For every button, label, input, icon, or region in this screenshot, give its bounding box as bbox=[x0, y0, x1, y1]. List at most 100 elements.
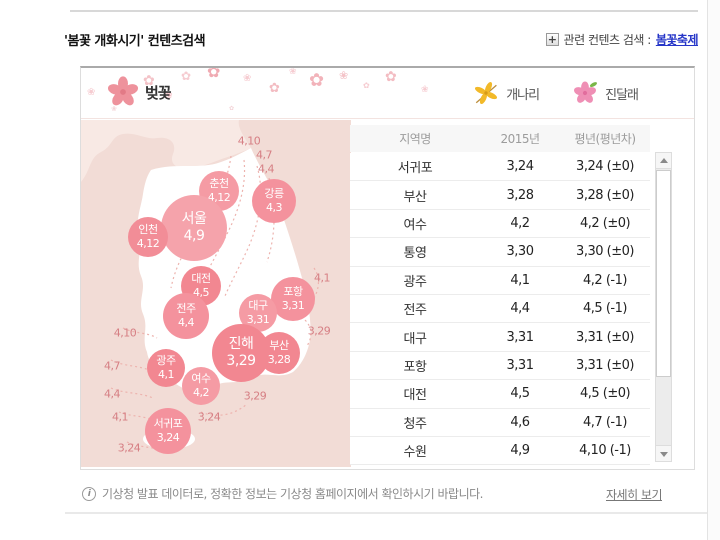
scroll-up-button[interactable] bbox=[656, 153, 671, 169]
petal-decoration: ❀ bbox=[243, 73, 252, 84]
map-city-marker: 전주 4,4 bbox=[163, 293, 209, 339]
table-row: 포항 3,31 3,31 (±0) bbox=[350, 351, 650, 381]
table-row: 수원 4,9 4,10 (-1) bbox=[350, 436, 650, 466]
plus-icon[interactable]: + bbox=[545, 33, 559, 46]
map-city-marker: 포항 3,31 bbox=[271, 277, 315, 321]
map-city-marker: 부산 3,28 bbox=[258, 332, 300, 374]
petal-decoration: ✿ bbox=[269, 81, 280, 96]
y2015-cell: 4,9 bbox=[510, 443, 530, 459]
table-row: 서귀포 3,24 3,24 (±0) bbox=[350, 153, 650, 182]
y2015-cell: 3,28 bbox=[506, 187, 534, 203]
normal-cell: 4,5 (±0) bbox=[579, 386, 631, 402]
tab-azalea[interactable]: 진달래 bbox=[571, 80, 639, 106]
petal-decoration: ❀ bbox=[339, 69, 349, 82]
table-row: 여수 4,2 4,2 (±0) bbox=[350, 209, 650, 239]
arrow-up-icon bbox=[660, 158, 668, 163]
petal-decoration: ✿ bbox=[181, 69, 192, 83]
y2015-cell: 4,6 bbox=[510, 414, 530, 430]
related-content-search: + 관련 컨텐츠 검색 : 봄꽃축제 bbox=[545, 31, 699, 48]
bottom-divider bbox=[65, 512, 707, 514]
petal-decoration: ✿ bbox=[363, 81, 370, 90]
normal-cell: 3,28 (±0) bbox=[576, 187, 634, 203]
col-normal: 평년(평년차) bbox=[574, 132, 636, 146]
table-row: 부산 3,28 3,28 (±0) bbox=[350, 181, 650, 210]
page-title: '봄꽃 개화시기' 컨텐츠검색 bbox=[64, 34, 206, 49]
y2015-cell: 3,30 bbox=[506, 244, 534, 260]
notice-text: 기상청 발표 데이터로, 정확한 정보는 기상청 홈페이지에서 확인하시기 바랍… bbox=[102, 487, 483, 501]
normal-cell: 3,31 (±0) bbox=[576, 357, 634, 373]
map-city-marker: 여수 4,2 bbox=[182, 367, 220, 405]
contour-date-label: 4,1 bbox=[112, 410, 129, 424]
table-header: 지역명 2015년 평년(평년차) bbox=[350, 125, 650, 152]
region-cell: 대전 bbox=[403, 388, 427, 404]
table-row: 광주 4,1 4,2 (-1) bbox=[350, 266, 650, 295]
y2015-cell: 4,2 bbox=[510, 215, 530, 231]
cherry-blossom-icon bbox=[107, 76, 139, 106]
region-cell: 부산 bbox=[403, 189, 427, 205]
map-city-marker: 광주 4,1 bbox=[147, 349, 185, 387]
normal-cell: 3,24 (±0) bbox=[576, 159, 634, 175]
top-divider bbox=[70, 10, 698, 12]
petal-decoration: ✿ bbox=[309, 70, 325, 91]
normal-cell: 3,31 (±0) bbox=[576, 329, 634, 345]
normal-cell: 4,7 (-1) bbox=[583, 414, 627, 430]
info-icon: i bbox=[82, 486, 96, 501]
bloom-table: 지역명 2015년 평년(평년차) bbox=[350, 125, 650, 152]
table-row: 통영 3,30 3,30 (±0) bbox=[350, 238, 650, 267]
north-korea-land bbox=[81, 120, 251, 182]
col-2015: 2015년 bbox=[500, 132, 540, 146]
related-link[interactable]: 봄꽃축제 bbox=[655, 33, 699, 47]
col-region: 지역명 bbox=[399, 132, 431, 146]
y2015-cell: 3,31 bbox=[506, 357, 534, 373]
contour-date-label: 4,7 bbox=[256, 148, 273, 162]
table-scrollbar[interactable] bbox=[655, 152, 672, 462]
contour-date-label: 3,29 bbox=[243, 389, 267, 403]
region-cell: 여수 bbox=[403, 217, 427, 233]
active-flower-label: 벚꽃 bbox=[145, 83, 172, 102]
contour-date-label: 3,29 bbox=[307, 324, 331, 338]
contour-date-label: 3,24 bbox=[117, 441, 141, 455]
contour-date-label: 4,1 bbox=[314, 271, 331, 285]
table-row: 대구 3,31 3,31 (±0) bbox=[350, 323, 650, 352]
map-city-marker: 대구 3,31 bbox=[239, 294, 277, 332]
detail-view-link[interactable]: 자세히 보기 bbox=[605, 488, 663, 502]
map-city-marker: 서귀포 3,24 bbox=[145, 408, 191, 454]
map-city-marker: 서울 4,9 bbox=[161, 195, 227, 261]
page-right-border bbox=[707, 0, 708, 540]
tab-forsythia[interactable]: 개나리 bbox=[472, 80, 540, 106]
map-city-marker: 강릉 4,3 bbox=[252, 179, 296, 223]
related-label: 관련 컨텐츠 검색 : bbox=[563, 33, 652, 47]
contour-date-label: 4,10 bbox=[237, 134, 261, 148]
flower-bloom-panel: ❀ ✿ ❀ ✿ ✿ ❀ ✿ ❀ ✿ ❀ ✿ ✿ ❀ ❀ ✿ 벚꽃 bbox=[80, 66, 695, 470]
flower-tabs: 개나리 진달래 bbox=[472, 80, 639, 106]
page-right-margin bbox=[708, 0, 720, 540]
y2015-cell: 4,5 bbox=[510, 386, 530, 402]
table-row: 대전 4,5 4,5 (±0) bbox=[350, 380, 650, 409]
scrollbar-thumb[interactable] bbox=[656, 170, 671, 377]
petal-decoration: ✿ bbox=[229, 105, 235, 112]
petal-decoration: ✿ bbox=[385, 69, 397, 85]
petal-decoration: ❀ bbox=[289, 68, 297, 77]
forsythia-icon bbox=[475, 81, 498, 105]
normal-cell: 4,10 (-1) bbox=[579, 443, 631, 459]
normal-cell: 4,2 (±0) bbox=[579, 215, 631, 231]
table-row: 전주 4,4 4,5 (-1) bbox=[350, 294, 650, 324]
tab-forsythia-label: 개나리 bbox=[506, 87, 540, 103]
data-source-notice: i 기상청 발표 데이터로, 정확한 정보는 기상청 홈페이지에서 확인하시기 … bbox=[82, 485, 483, 502]
map-city-marker: 인천 4,12 bbox=[128, 217, 168, 257]
table-body: 서귀포 3,24 3,24 (±0) 부산 3,28 3,28 (±0) 여수 4,2 4,2 … bbox=[350, 153, 650, 466]
contour-date-label: 4,4 bbox=[258, 162, 275, 176]
region-cell: 광주 bbox=[403, 274, 427, 290]
y2015-cell: 3,31 bbox=[506, 329, 534, 345]
petal-decoration: ❀ bbox=[87, 87, 96, 98]
table-row: 청주 4,6 4,7 (-1) bbox=[350, 408, 650, 437]
korea-bloom-map: 춘천 4,12 강릉 4,3 서울 4,9 인천 4,12 대전 4,5 포항 3,31 대구 3,31 전… bbox=[81, 120, 351, 467]
petal-decoration: ✿ bbox=[207, 68, 221, 81]
region-cell: 청주 bbox=[403, 416, 427, 432]
panel-header: ❀ ✿ ❀ ✿ ✿ ❀ ✿ ❀ ✿ ❀ ✿ ✿ ❀ ❀ ✿ 벚꽃 bbox=[81, 68, 694, 119]
tab-cherry-blossom-active: 벚꽃 bbox=[107, 76, 172, 108]
scroll-down-button[interactable] bbox=[656, 445, 671, 461]
region-cell: 포항 bbox=[403, 359, 427, 375]
region-cell: 전주 bbox=[403, 303, 427, 319]
tab-azalea-label: 진달래 bbox=[605, 87, 639, 103]
